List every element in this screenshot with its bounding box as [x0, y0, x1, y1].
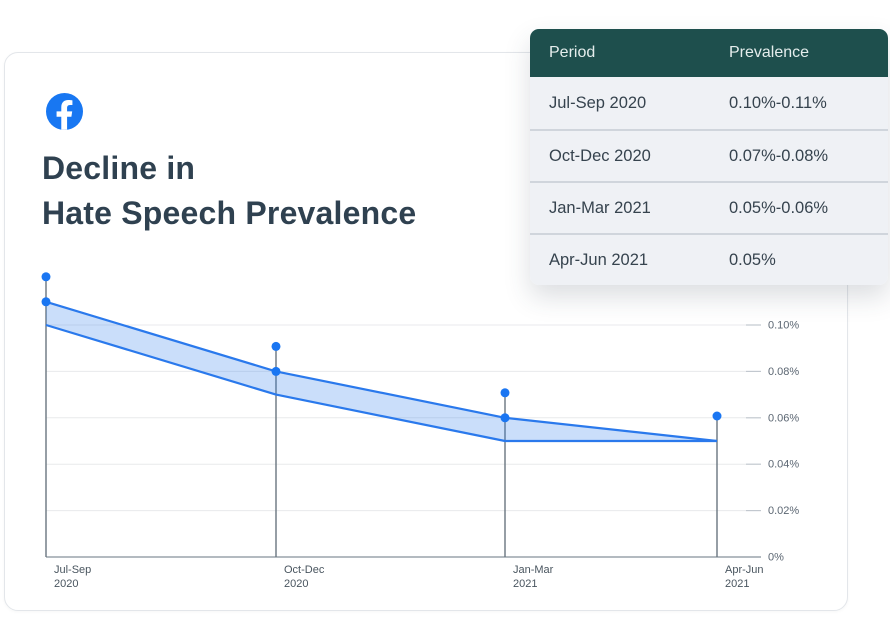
- x-tick-label: 2021: [725, 578, 749, 590]
- band-area: [46, 301, 717, 441]
- x-tick-label: Jan-Mar: [513, 564, 554, 576]
- table-cell-period: Jul-Sep 2020: [549, 93, 647, 112]
- y-tick-label: 0%: [768, 552, 784, 564]
- table-row: Jul-Sep 2020 0.10%-0.11%: [530, 77, 888, 129]
- table-row: Jan-Mar 2021 0.05%-0.06%: [530, 181, 888, 233]
- x-tick-label: 2020: [54, 578, 78, 590]
- x-tick-label: 2021: [513, 578, 537, 590]
- y-tick-label: 0.02%: [768, 505, 799, 517]
- table-row: Oct-Dec 2020 0.07%-0.08%: [530, 129, 888, 181]
- pin-dot: [41, 272, 51, 282]
- y-tick-label: 0.08%: [768, 366, 799, 378]
- y-tick-label: 0.10%: [768, 320, 799, 332]
- facebook-icon: [46, 93, 83, 130]
- facebook-logo: [46, 93, 83, 130]
- table-cell-prevalence: 0.10%-0.11%: [729, 93, 827, 112]
- x-tick-label: 2020: [284, 578, 308, 590]
- table-header: Period Prevalence: [530, 29, 888, 77]
- band-upper-line: [45, 300, 718, 443]
- data-point: [271, 366, 281, 376]
- title-line-2: Hate Speech Prevalence: [42, 195, 417, 231]
- title-line-1: Decline in: [42, 150, 196, 186]
- y-tick-label: 0.04%: [768, 459, 799, 471]
- data-point: [41, 297, 51, 307]
- table-header-period: Period: [549, 44, 596, 61]
- table-cell-prevalence: 0.05%-0.06%: [729, 198, 829, 217]
- table-header-prevalence: Prevalence: [729, 44, 810, 61]
- table-row: Apr-Jun 2021 0.05%: [530, 233, 888, 285]
- x-tick-label: Oct-Dec: [284, 564, 325, 576]
- pin-dot: [271, 341, 281, 351]
- table-cell-period: Apr-Jun 2021: [549, 250, 649, 269]
- table-cell-period: Jan-Mar 2021: [549, 198, 651, 217]
- pin-dot: [500, 388, 510, 398]
- table-cell-prevalence: 0.07%-0.08%: [729, 146, 829, 165]
- table-cell-prevalence: 0.05%: [729, 250, 776, 269]
- page-title: Decline in Hate Speech Prevalence: [42, 146, 416, 236]
- band-lower-line: [45, 323, 717, 443]
- y-tick-label: 0.06%: [768, 412, 799, 424]
- data-point: [500, 413, 510, 423]
- pin-dot: [712, 411, 722, 421]
- x-tick-label: Apr-Jun: [725, 564, 764, 576]
- x-tick-label: Jul-Sep: [54, 564, 91, 576]
- table-cell-period: Oct-Dec 2020: [549, 146, 651, 165]
- prevalence-table: Period Prevalence Jul-Sep 2020 0.10%-0.1…: [530, 29, 888, 285]
